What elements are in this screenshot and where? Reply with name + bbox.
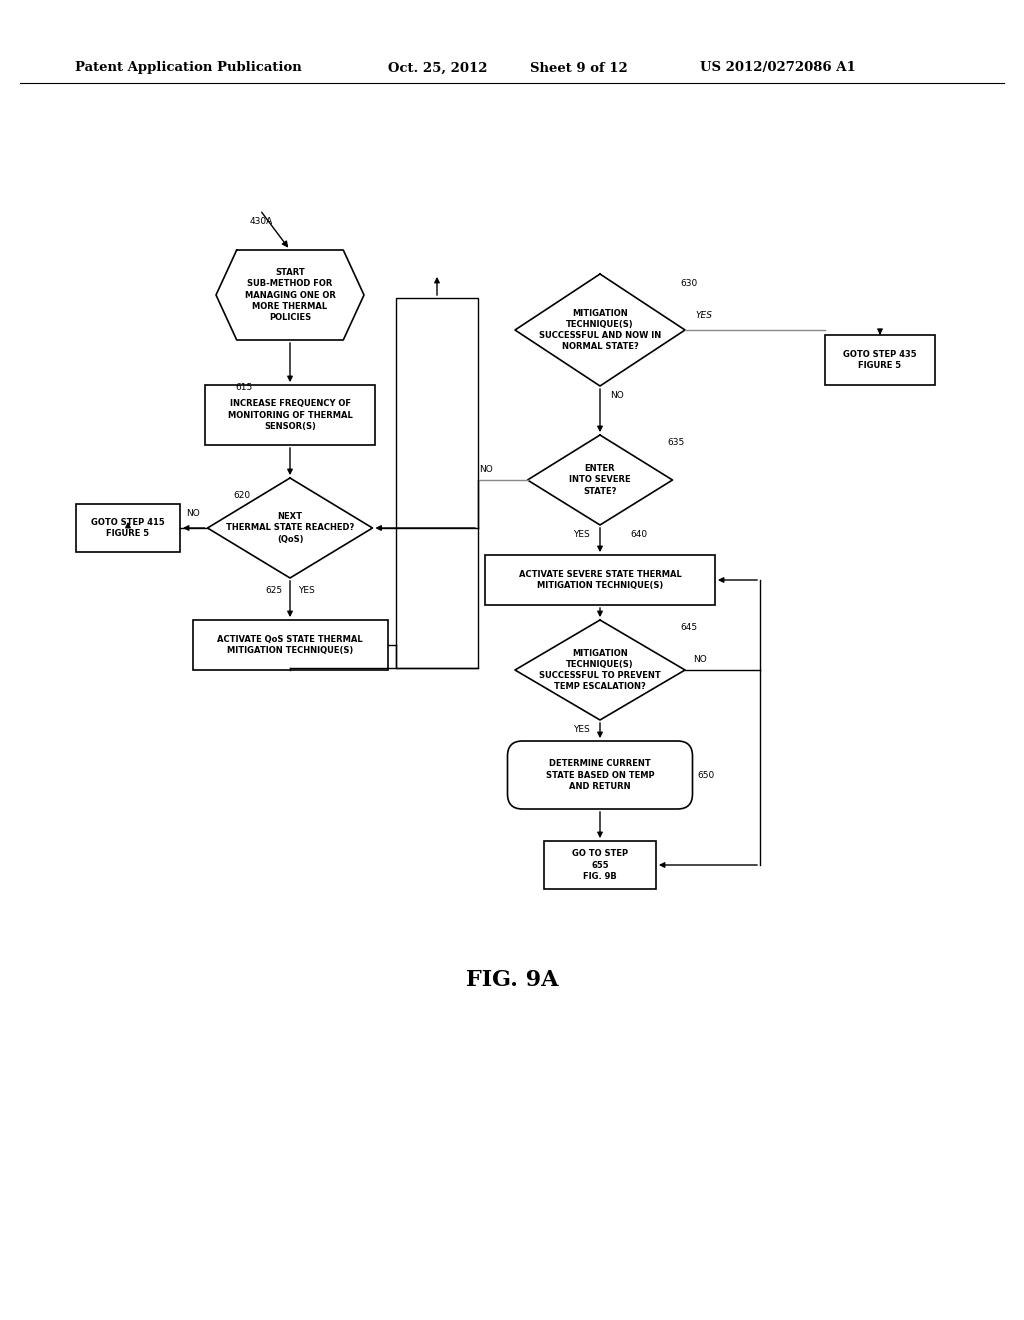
Text: ACTIVATE QoS STATE THERMAL
MITIGATION TECHNIQUE(S): ACTIVATE QoS STATE THERMAL MITIGATION TE…	[217, 635, 362, 655]
Text: Patent Application Publication: Patent Application Publication	[75, 62, 302, 74]
Text: YES: YES	[298, 586, 314, 595]
Text: 625: 625	[265, 586, 282, 595]
Text: YES: YES	[695, 310, 712, 319]
Text: DETERMINE CURRENT
STATE BASED ON TEMP
AND RETURN: DETERMINE CURRENT STATE BASED ON TEMP AN…	[546, 759, 654, 791]
Bar	[544, 841, 656, 888]
Text: GOTO STEP 415
FIGURE 5: GOTO STEP 415 FIGURE 5	[91, 517, 165, 539]
Text: START
SUB-METHOD FOR
MANAGING ONE OR
MORE THERMAL
POLICIES: START SUB-METHOD FOR MANAGING ONE OR MOR…	[245, 268, 336, 322]
Text: 645: 645	[680, 623, 697, 632]
Bar	[485, 554, 715, 605]
Bar	[205, 385, 375, 445]
Text: GOTO STEP 435
FIGURE 5: GOTO STEP 435 FIGURE 5	[843, 350, 916, 370]
Text: FIG. 9A: FIG. 9A	[466, 969, 558, 991]
Text: INCREASE FREQUENCY OF
MONITORING OF THERMAL
SENSOR(S): INCREASE FREQUENCY OF MONITORING OF THER…	[227, 400, 352, 430]
Text: NO: NO	[610, 391, 624, 400]
Bar	[825, 335, 935, 385]
Bar	[76, 504, 180, 552]
Text: 640: 640	[630, 531, 647, 539]
Bar	[193, 620, 387, 671]
Text: GO TO STEP
655
FIG. 9B: GO TO STEP 655 FIG. 9B	[572, 849, 628, 880]
Text: MITIGATION
TECHNIQUE(S)
SUCCESSFUL TO PREVENT
TEMP ESCALATION?: MITIGATION TECHNIQUE(S) SUCCESSFUL TO PR…	[539, 649, 660, 692]
Text: NO: NO	[693, 656, 707, 664]
Text: NEXT
THERMAL STATE REACHED?
(QoS): NEXT THERMAL STATE REACHED? (QoS)	[226, 512, 354, 544]
Text: Sheet 9 of 12: Sheet 9 of 12	[530, 62, 628, 74]
Text: US 2012/0272086 A1: US 2012/0272086 A1	[700, 62, 856, 74]
Text: 430A: 430A	[250, 218, 273, 227]
Text: MITIGATION
TECHNIQUE(S)
SUCCESSFUL AND NOW IN
NORMAL STATE?: MITIGATION TECHNIQUE(S) SUCCESSFUL AND N…	[539, 309, 662, 351]
Bar	[396, 298, 478, 668]
Text: YES: YES	[573, 531, 590, 539]
Text: 630: 630	[680, 279, 697, 288]
Text: NO: NO	[479, 466, 493, 474]
Text: 635: 635	[668, 438, 685, 447]
Text: ACTIVATE SEVERE STATE THERMAL
MITIGATION TECHNIQUE(S): ACTIVATE SEVERE STATE THERMAL MITIGATION…	[518, 570, 681, 590]
Text: NO: NO	[186, 510, 200, 517]
Text: 615: 615	[236, 384, 253, 392]
Text: Oct. 25, 2012: Oct. 25, 2012	[388, 62, 487, 74]
Text: ENTER
INTO SEVERE
STATE?: ENTER INTO SEVERE STATE?	[569, 465, 631, 495]
Text: YES: YES	[573, 725, 590, 734]
Text: 650: 650	[697, 771, 715, 780]
Text: 620: 620	[232, 491, 250, 500]
